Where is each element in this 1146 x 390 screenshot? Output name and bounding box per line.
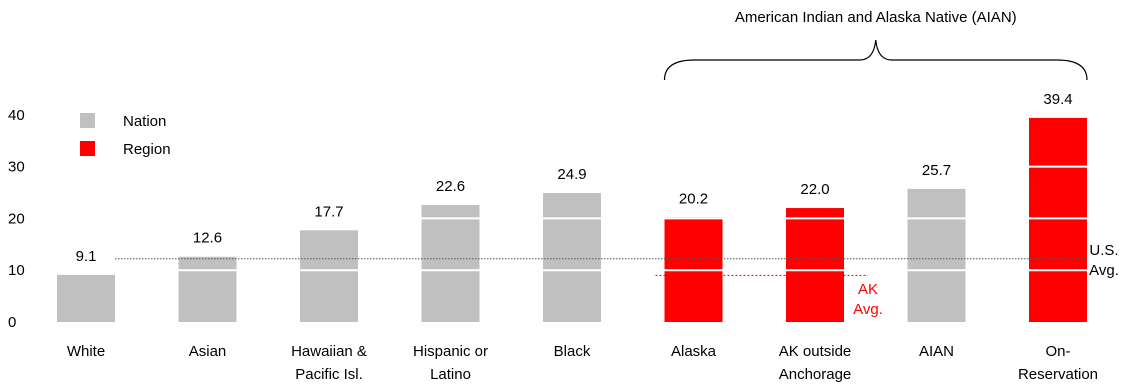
data-label: 9.1 bbox=[76, 248, 97, 265]
data-label: 12.6 bbox=[193, 230, 222, 247]
y-tick-label: 10 bbox=[8, 262, 25, 279]
ak-average-label: AK bbox=[858, 281, 878, 298]
y-tick-label: 0 bbox=[8, 314, 16, 331]
legend-swatch bbox=[80, 113, 95, 128]
bar bbox=[907, 188, 966, 322]
y-tick-label: 20 bbox=[8, 210, 25, 227]
x-tick-label: Alaska bbox=[671, 343, 717, 360]
us-average-label: Avg. bbox=[1089, 262, 1119, 279]
data-label: 20.2 bbox=[679, 190, 708, 207]
data-label: 17.7 bbox=[314, 203, 343, 220]
legend-label: Nation bbox=[123, 113, 166, 130]
bar bbox=[1029, 117, 1087, 323]
data-label: 22.0 bbox=[800, 181, 829, 198]
ak-average-label: Avg. bbox=[853, 301, 883, 318]
x-tick-label: Reservation bbox=[1018, 366, 1098, 383]
bar bbox=[300, 230, 358, 322]
x-tick-label: Latino bbox=[430, 366, 471, 383]
aian-group-label: American Indian and Alaska Native (AIAN) bbox=[735, 9, 1017, 26]
x-tick-label: Anchorage bbox=[779, 366, 852, 383]
x-tick-label: AK outside bbox=[779, 343, 852, 360]
bar bbox=[543, 193, 601, 322]
bar bbox=[786, 208, 844, 322]
data-label: 39.4 bbox=[1043, 91, 1072, 108]
x-tick-label: Hawaiian & bbox=[291, 343, 367, 360]
x-tick-label: AIAN bbox=[919, 343, 954, 360]
x-tick-label: Black bbox=[554, 343, 591, 360]
x-tick-label: White bbox=[67, 343, 105, 360]
aian-group-bracket bbox=[663, 39, 1088, 81]
data-label: 22.6 bbox=[436, 178, 465, 195]
x-tick-label: Asian bbox=[189, 343, 227, 360]
data-label: 25.7 bbox=[922, 162, 951, 179]
bar bbox=[57, 274, 115, 322]
y-tick-label: 40 bbox=[8, 107, 25, 124]
bar bbox=[421, 204, 480, 322]
legend-label: Region bbox=[123, 141, 171, 158]
y-tick-label: 30 bbox=[8, 159, 25, 176]
data-label: 24.9 bbox=[557, 166, 586, 183]
bar bbox=[178, 256, 237, 322]
us-average-label: U.S. bbox=[1089, 242, 1118, 259]
x-tick-label: On- bbox=[1045, 343, 1070, 360]
x-tick-label: Hispanic or bbox=[413, 343, 488, 360]
legend-swatch bbox=[80, 141, 95, 156]
x-tick-label: Pacific Isl. bbox=[295, 366, 363, 383]
